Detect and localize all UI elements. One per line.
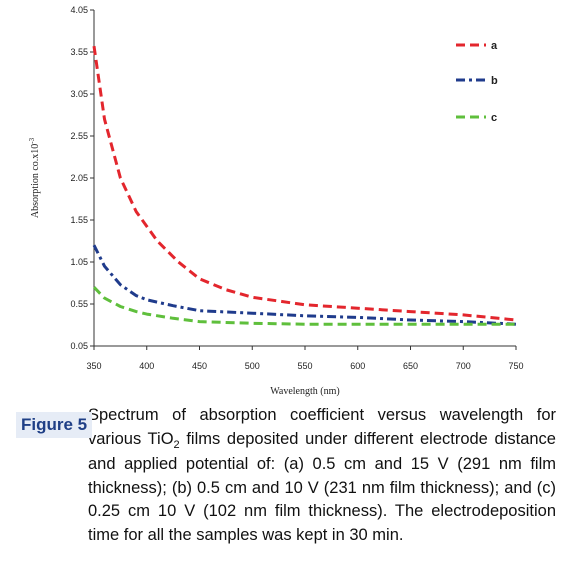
- y-tick-label: 2.55: [70, 131, 88, 141]
- x-tick-label: 500: [245, 361, 260, 371]
- x-tick-label: 700: [456, 361, 471, 371]
- y-tick-label: 1.05: [70, 257, 88, 267]
- caption-text-part-2: films deposited under different electrod…: [88, 429, 556, 544]
- legend-label-b: b: [491, 75, 498, 87]
- y-axis-title-text: Absorption co.x10: [30, 144, 41, 218]
- caption-subscript: 2: [173, 438, 180, 451]
- y-axis-title: Absorption co.x10-3: [28, 137, 41, 218]
- series-line-b: [92, 244, 517, 326]
- y-tick-label: 1.55: [70, 215, 88, 225]
- y-tick-label: 3.05: [70, 89, 88, 99]
- y-tick-label: 0.55: [70, 299, 88, 309]
- x-tick-label: 450: [192, 361, 207, 371]
- y-tick-label: 0.05: [70, 341, 88, 351]
- legend-label-a: a: [491, 40, 498, 52]
- x-tick-label: 400: [139, 361, 154, 371]
- figure-label: Figure 5: [16, 412, 93, 438]
- series-line-c: [92, 286, 516, 326]
- y-tick-label: 4.05: [70, 5, 88, 15]
- legend-label-c: c: [491, 112, 497, 124]
- plot-area: 4.05 3.55 3.05 2.55 2.05 1.55 1.05 0.55 0.05 350 4…: [70, 5, 523, 371]
- series-line-a: [92, 45, 517, 322]
- x-tick-label: 750: [508, 361, 523, 371]
- x-tick-label: 650: [403, 361, 418, 371]
- y-axis-title-superscript: -3: [28, 137, 36, 143]
- x-tick-label: 600: [350, 361, 365, 371]
- y-tick-label: 2.05: [70, 173, 88, 183]
- x-tick-label: 550: [297, 361, 312, 371]
- absorption-chart: 4.05 3.55 3.05 2.55 2.05 1.55 1.05 0.55 0.05 350 4…: [28, 5, 524, 397]
- caption-text-part-1: Spectrum of absorption coefficient versu…: [88, 406, 556, 448]
- figure-caption: Figure 5 Spectrum of absorption coeffici…: [8, 404, 556, 547]
- x-tick-label: 350: [86, 361, 101, 371]
- x-axis-title: Wavelength (nm): [270, 386, 339, 397]
- caption-text: Spectrum of absorption coefficient versu…: [88, 404, 556, 547]
- y-tick-label: 3.55: [70, 47, 88, 57]
